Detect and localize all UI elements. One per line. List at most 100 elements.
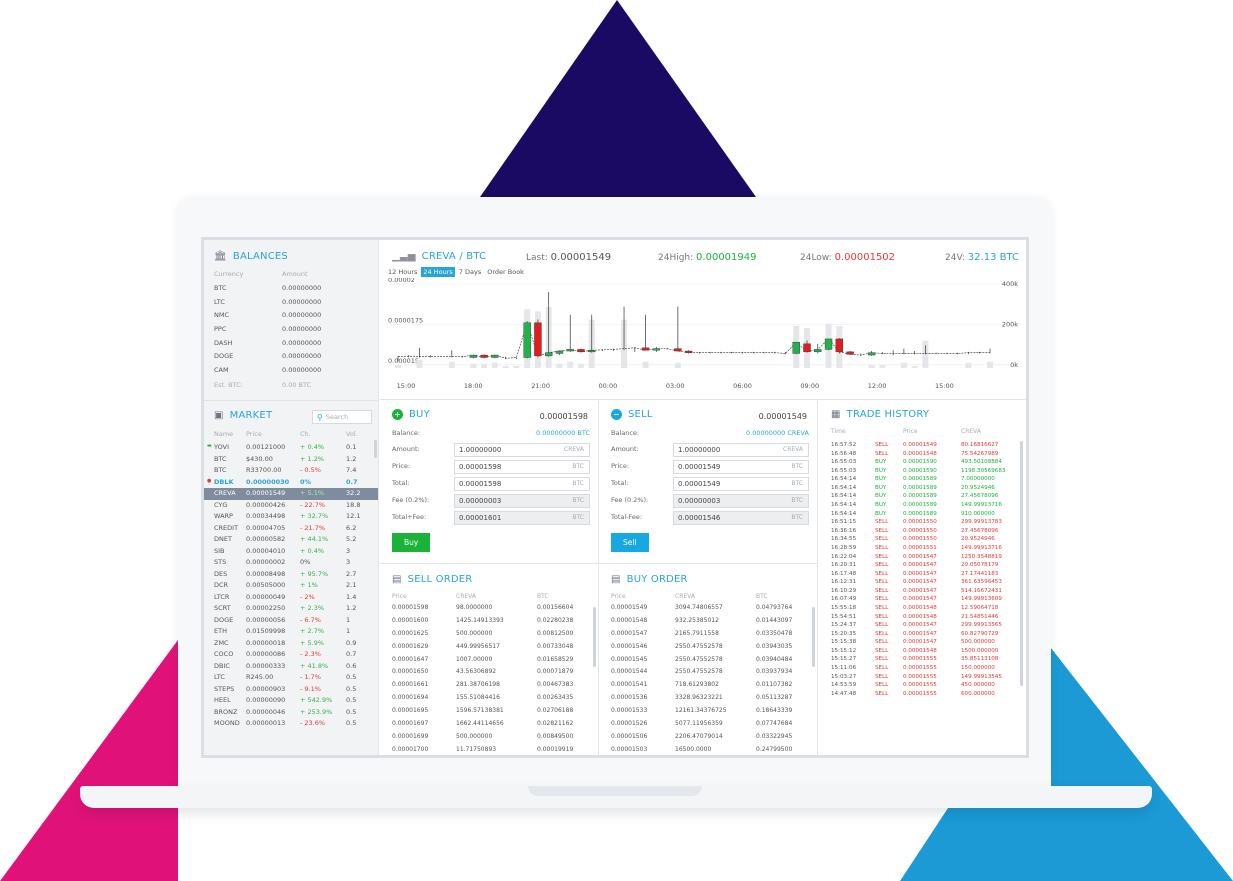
tab-24-hours[interactable]: 24 Hours — [421, 267, 455, 277]
order-row[interactable]: 0.00001526 5077.11956359 0.07747684 — [611, 720, 801, 733]
market-row[interactable]: BTC $430.00 + 1.2% 1.2 — [204, 454, 378, 466]
trade-amount: 7.00000000 — [961, 476, 995, 483]
market-row[interactable]: BTC R33700.00 - 0.5% 7.4 — [204, 465, 378, 477]
order-row[interactable]: 0.00001650 43.56306892 0.00071879 — [392, 668, 582, 681]
y-tick-label: 0.000015 — [388, 357, 419, 365]
order-total: 0.18643339 — [756, 707, 793, 715]
trade-row: 15:55:18 SELL 0.00001548 12.59064718 — [831, 604, 1021, 613]
market-row[interactable]: DBIC 0.00000333 + 41.8% 0.6 — [204, 661, 378, 673]
order-row[interactable]: 0.00001647 1007.00000 0.01658529 — [392, 656, 582, 669]
buy-price-input[interactable]: 0.00001598 BTC — [454, 460, 590, 474]
order-row[interactable]: 0.00001541 718.61293802 0.01107382 — [611, 681, 801, 694]
market-name: CYG — [214, 500, 228, 509]
sell-order-scrollbar[interactable] — [593, 607, 596, 667]
order-row[interactable]: 0.00001700 11.71750893 0.00019919 — [392, 746, 582, 755]
col-price: Price — [246, 430, 262, 438]
market-row[interactable]: DOGE 0.00000056 - 6.7% 1 — [204, 615, 378, 627]
market-row[interactable]: ● DBLK 0.00000030 0% 0.7 — [204, 477, 378, 489]
order-row[interactable]: 0.00001629 449.99956517 0.00733048 — [392, 643, 582, 656]
market-row[interactable]: CREDIT 0.00004705 - 21.7% 6.2 — [204, 523, 378, 535]
market-name: LTCR — [214, 592, 230, 601]
market-row[interactable]: DES 0.00008498 + 95.7% 2.7 — [204, 569, 378, 581]
sell-amount-input[interactable]: 1.00000000 CREVA — [673, 443, 809, 457]
market-row[interactable]: SIB 0.00004010 + 0.4% 3 — [204, 546, 378, 558]
trade-type: SELL — [875, 579, 889, 586]
col-change: Ch. — [300, 430, 311, 438]
est-label: Est. BTC: — [214, 381, 243, 389]
market-row[interactable]: BRONZ 0.00000046 + 253.9% 0.5 — [204, 707, 378, 719]
order-row[interactable]: 0.00001548 932.25385012 0.01443097 — [611, 617, 801, 630]
buy-amount-input[interactable]: 1.00000000 CREVA — [454, 443, 590, 457]
trade-type: BUY — [875, 510, 887, 517]
trade-row: 16:07:49 SELL 0.00001547 149.99913609 — [831, 595, 1021, 604]
market-volume: 2.7 — [346, 569, 357, 578]
order-row[interactable]: 0.00001545 2550.47552578 0.03940484 — [611, 656, 801, 669]
order-row[interactable]: 0.00001625 500.000000 0.00812500 — [392, 630, 582, 643]
market-row[interactable]: MOOND 0.00000013 - 23.6% 0.5 — [204, 718, 378, 730]
so-col-total: BTC — [537, 593, 549, 600]
market-row[interactable]: WARP 0.00034498 + 32.7% 12.1 — [204, 511, 378, 523]
order-row[interactable]: 0.00001699 500.000000 0.00849500 — [392, 733, 582, 746]
market-row[interactable]: CREVA 0.00001549 + 5.1% 32.2 — [204, 488, 378, 500]
order-amount: 2165.7911558 — [675, 629, 719, 637]
market-row[interactable]: HEEL 0.00000090 + 542.9% 0.5 — [204, 695, 378, 707]
order-row[interactable]: 0.00001536 3328.96323221 0.05113287 — [611, 694, 801, 707]
market-row[interactable]: DNET 0.00000582 + 44.1% 5.2 — [204, 534, 378, 546]
order-row[interactable]: 0.00001547 2165.7911558 0.03350478 — [611, 630, 801, 643]
order-row[interactable]: 0.00001697 1662.44114656 0.02821162 — [392, 720, 582, 733]
market-row[interactable]: SCRT 0.00002250 + 2.3% 1.2 — [204, 603, 378, 615]
order-row[interactable]: 0.00001661 281.38706198 0.00467383 — [392, 681, 582, 694]
order-row[interactable]: 0.00001549 3094.74806557 0.04793764 — [611, 604, 801, 617]
x-tick-label: 09:00 — [800, 382, 819, 390]
balance-row: NMC 0.00000000 — [214, 311, 374, 325]
order-row[interactable]: 0.00001506 2206.47079014 0.03322945 — [611, 733, 801, 746]
tab-order-book[interactable]: Order Book — [487, 268, 524, 276]
market-title: MARKET — [229, 410, 273, 421]
order-amount: 155.51084416 — [456, 694, 500, 702]
market-row[interactable]: STEPS 0.00000903 - 9.1% 0.5 — [204, 684, 378, 696]
order-row[interactable]: 0.00001503 16500.0000 0.24799500 — [611, 746, 801, 755]
market-scrollbar[interactable] — [374, 440, 377, 458]
y-tick-label: 0.0000175 — [388, 316, 423, 324]
buy-button[interactable]: Buy — [392, 533, 431, 552]
candle-up — [652, 348, 661, 351]
market-row[interactable]: ETH 0.01509998 + 2.7% 1 — [204, 626, 378, 638]
trade-history-scrollbar[interactable] — [1020, 441, 1023, 686]
sell-order-list: 0.00001598 98.0000000 0.00156604 0.00001600… — [392, 604, 582, 755]
order-row[interactable]: 0.00001694 155.51084416 0.00263435 — [392, 694, 582, 707]
sell-balance-label: Balance: — [611, 429, 640, 437]
market-row[interactable]: LTC R245.00 - 1.7% 0.5 — [204, 672, 378, 684]
trade-time: 16:28:59 — [831, 544, 857, 551]
order-row[interactable]: 0.00001598 98.0000000 0.00156604 — [392, 604, 582, 617]
order-row[interactable]: 0.00001533 12161.34376725 0.18643339 — [611, 707, 801, 720]
market-row[interactable]: LTCR 0.00000049 - 2% 1.4 — [204, 592, 378, 604]
balance-currency: PPC — [214, 325, 227, 334]
market-volume: 6.2 — [346, 523, 357, 532]
market-row[interactable]: DCR 0.00505000 + 1% 2.1 — [204, 580, 378, 592]
sell-price-input[interactable]: 0.00001549 BTC — [673, 460, 809, 474]
market-change: + 5.1% — [300, 489, 325, 497]
tab-12-hours[interactable]: 12 Hours — [388, 268, 418, 276]
trade-amount: 1198.30569683 — [961, 467, 1006, 474]
market-row[interactable]: COCO 0.00000086 - 2.3% 0.7 — [204, 649, 378, 661]
market-row[interactable]: ZMC 0.00000018 + 5.9% 0.9 — [204, 638, 378, 650]
order-row[interactable]: 0.00001695 1596.57138381 0.02706188 — [392, 707, 582, 720]
order-row[interactable]: 0.00001546 2550.47552578 0.03943035 — [611, 643, 801, 656]
sell-total-input[interactable]: 0.00001549 BTC — [673, 477, 809, 491]
buy-order-scrollbar[interactable] — [812, 607, 815, 667]
market-row[interactable]: STS 0.00000002 0% 3 — [204, 557, 378, 569]
market-search-input[interactable]: ⚲ Search — [312, 410, 372, 424]
market-row[interactable]: CYG 0.00000426 - 22.7% 18.8 — [204, 500, 378, 512]
sell-panel: − SELL 0.00001549 Balance: 0.00000000 CR… — [599, 401, 818, 564]
buy-total-input[interactable]: 0.00001598 BTC — [454, 477, 590, 491]
sell-button[interactable]: Sell — [611, 533, 649, 552]
order-row[interactable]: 0.00001544 2550.47552578 0.03937934 — [611, 668, 801, 681]
order-row[interactable]: 0.00001600 1425.14913393 0.02280238 — [392, 617, 582, 630]
trade-time: 16:54:14 — [831, 502, 857, 509]
trade-row: 16:20:31 SELL 0.00001547 20.05078179 — [831, 561, 1021, 570]
market-row[interactable]: ▬ YOVI 0.00121000 + 0.4% 0.1 — [204, 442, 378, 454]
sell-fee-row: Fee (0.2%): 0.00000003 BTC — [611, 494, 809, 508]
tab-7-days[interactable]: 7 Days — [458, 268, 482, 276]
trade-price: 0.00001548 — [903, 647, 937, 654]
